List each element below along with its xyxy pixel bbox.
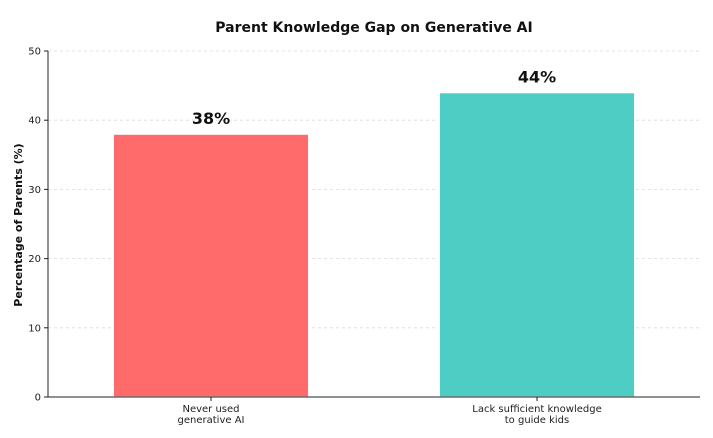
y-axis-label: Percentage of Parents (%) (12, 143, 25, 306)
x-tick-label-line: generative AI (178, 415, 245, 426)
data-label: 38% (192, 109, 230, 128)
data-labels: 38% 44% (192, 68, 556, 129)
x-tick-labels: Never used generative AI Lack sufficient k… (178, 397, 602, 426)
x-tick-label: Lack sufficient knowledge to guide kids (472, 404, 601, 426)
chart-title: Parent Knowledge Gap on Generative AI (215, 20, 532, 36)
y-tick-label: 10 (28, 323, 41, 334)
axes (47, 51, 700, 398)
y-tick-label: 40 (28, 116, 41, 127)
x-tick-label-line: Never used (182, 404, 239, 415)
data-label: 44% (518, 68, 556, 87)
y-tick-label: 20 (28, 254, 41, 265)
y-tick-label: 30 (28, 185, 41, 196)
bar (438, 91, 636, 398)
x-tick-label-line: Lack sufficient knowledge (472, 404, 601, 415)
y-tick-label: 50 (28, 47, 41, 58)
bar (112, 133, 310, 398)
y-tick-labels: 0 10 20 30 40 50 (28, 47, 48, 404)
bars (112, 91, 636, 398)
y-tick-label: 0 (35, 393, 41, 404)
x-tick-label-line: to guide kids (505, 415, 570, 426)
x-tick-label: Never used generative AI (178, 404, 245, 426)
